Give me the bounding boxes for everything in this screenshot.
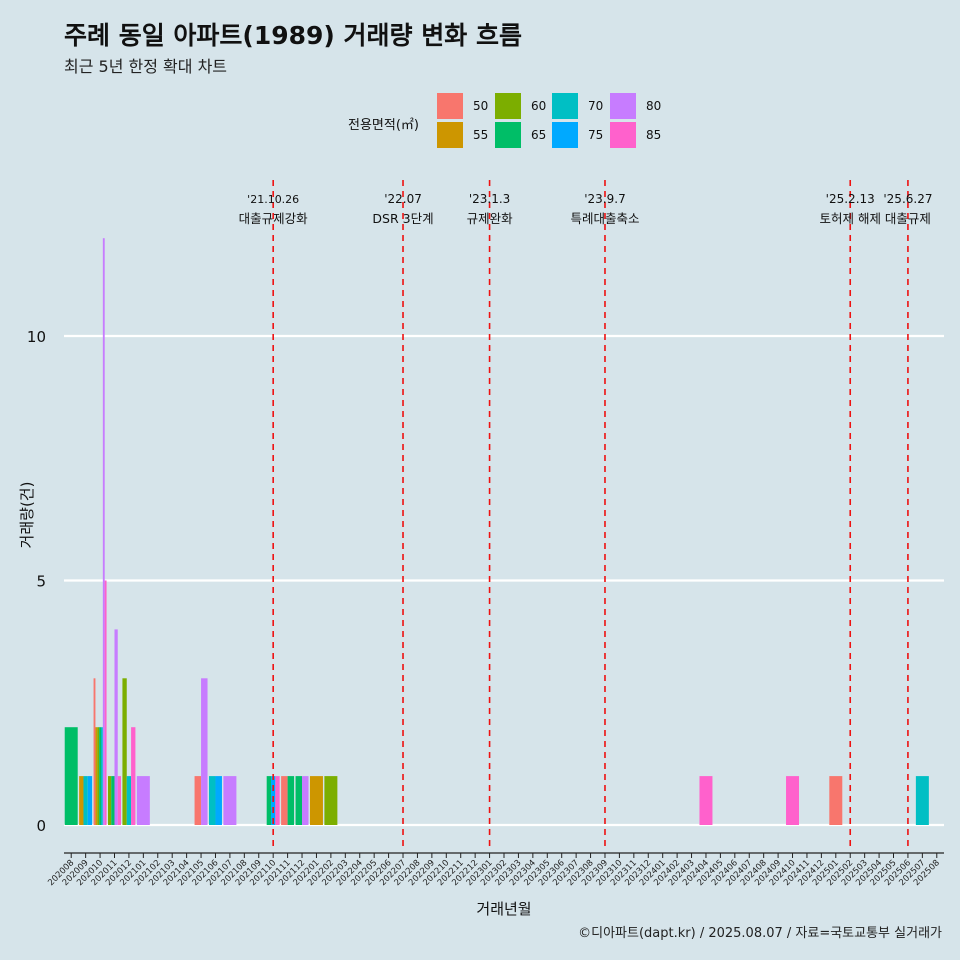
bar-55-202009: [79, 776, 84, 825]
event-label: 토허제 해제: [819, 211, 880, 226]
bar-65-202110: [266, 776, 272, 825]
legend-swatch: [610, 122, 636, 148]
y-tick-label: 10: [27, 328, 46, 346]
bar-50-202111: [281, 776, 288, 825]
bar-55-202010: [95, 727, 98, 825]
bar-50-202010: [93, 678, 96, 825]
bar-70-202507: [915, 776, 929, 825]
legend-swatch: [495, 93, 521, 119]
legend-swatch: [552, 93, 578, 119]
legend: 전용면적(㎡) 50 55 60 65 70 75 80 85: [300, 90, 700, 155]
legend-label: 60: [531, 99, 547, 113]
y-axis-title: 거래량(건): [18, 482, 36, 549]
legend-label: 70: [588, 99, 604, 113]
legend-swatch: [495, 122, 521, 148]
event-label: 특례대출축소: [570, 211, 639, 226]
legend-swatch: [552, 122, 578, 148]
bar-60-202202: [324, 776, 338, 825]
bar-80-202112: [302, 776, 309, 825]
bar-85-202011: [117, 776, 121, 825]
bar-80-202011: [114, 629, 118, 825]
event-label: DSR 3단계: [372, 211, 433, 226]
chart-title: 주례 동일 아파트(1989) 거래량 변화 흐름: [64, 21, 522, 50]
bar-60-202010: [97, 727, 100, 825]
bar-50-202501: [829, 776, 843, 825]
event-date: '21.10.26: [247, 193, 299, 206]
legend-label: 75: [588, 128, 604, 142]
bar-65-202112: [295, 776, 303, 825]
legend-label: 65: [531, 128, 547, 142]
source-caption: ©디아파트(dapt.kr) / 2025.08.07 / 자료=국토교통부 실…: [578, 926, 942, 941]
event-date: '22.07: [384, 192, 422, 206]
bar-65-202010: [99, 727, 101, 825]
legend-swatch: [610, 93, 636, 119]
bar-70-202106: [208, 776, 216, 825]
chart-subtitle: 최근 5년 한정 확대 차트: [64, 57, 228, 76]
bar-65-202011: [111, 776, 115, 825]
event-date: '25.2.13: [826, 192, 875, 206]
legend-title: 전용면적(㎡): [348, 118, 419, 133]
x-axis-title: 거래년월: [476, 900, 531, 918]
bar-60-202011: [108, 776, 112, 825]
bar-70-202009: [83, 776, 88, 825]
bar-65-202111: [287, 776, 295, 825]
y-tick-label: 0: [36, 817, 46, 835]
bar-80-202105: [201, 678, 208, 825]
bar-85-202010: [104, 580, 107, 825]
bar-55-202201: [309, 776, 323, 825]
legend-label: 50: [473, 99, 489, 113]
bar-80-202101: [136, 776, 150, 825]
bar-85-202404: [699, 776, 713, 825]
bar-70-202010: [100, 727, 103, 825]
legend-swatch: [437, 122, 463, 148]
event-date: '23.1.3: [469, 192, 510, 206]
event-label: 대출규제: [885, 211, 931, 226]
bar-50-202105: [194, 776, 202, 825]
legend-label: 55: [473, 128, 489, 142]
event-date: '23.9.7: [584, 192, 625, 206]
bar-75-202009: [87, 776, 93, 825]
bar-60-202012: [122, 678, 127, 825]
legend-swatch: [437, 93, 463, 119]
event-date: '25.6.27: [883, 192, 932, 206]
event-label: 대출규제강화: [239, 211, 309, 226]
event-label: 규제완화: [467, 211, 514, 226]
bar-85-202410: [786, 776, 800, 825]
legend-label: 80: [646, 99, 662, 113]
bar-85-202012: [131, 727, 136, 825]
y-tick-label: 5: [36, 573, 46, 591]
bar-80-202107: [223, 776, 237, 825]
bar-80-202010: [102, 238, 105, 825]
bar-75-202106: [215, 776, 222, 825]
bar-70-202012: [126, 776, 132, 825]
bar-65-202008: [64, 727, 78, 825]
legend-label: 85: [646, 128, 662, 142]
bar-85-202110: [275, 776, 280, 825]
